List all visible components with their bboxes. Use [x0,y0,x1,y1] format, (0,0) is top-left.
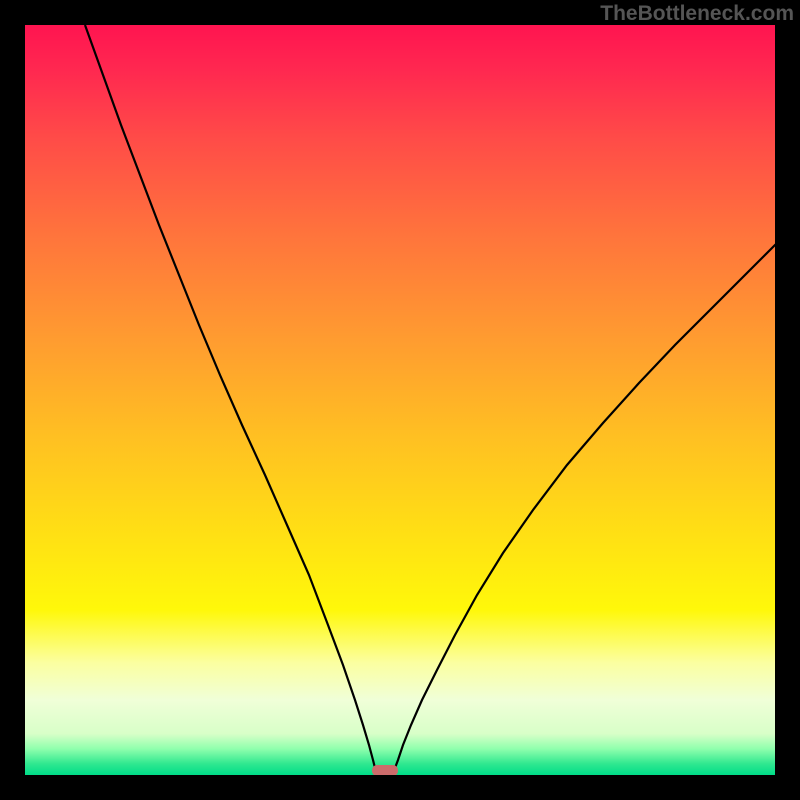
plot-area [25,25,775,775]
bottleneck-marker [372,765,398,775]
watermark-text: TheBottleneck.com [600,2,794,26]
curve-layer [25,25,775,775]
right-branch-curve [395,219,775,768]
chart-container: TheBottleneck.com [0,0,800,800]
left-branch-curve [85,25,375,768]
